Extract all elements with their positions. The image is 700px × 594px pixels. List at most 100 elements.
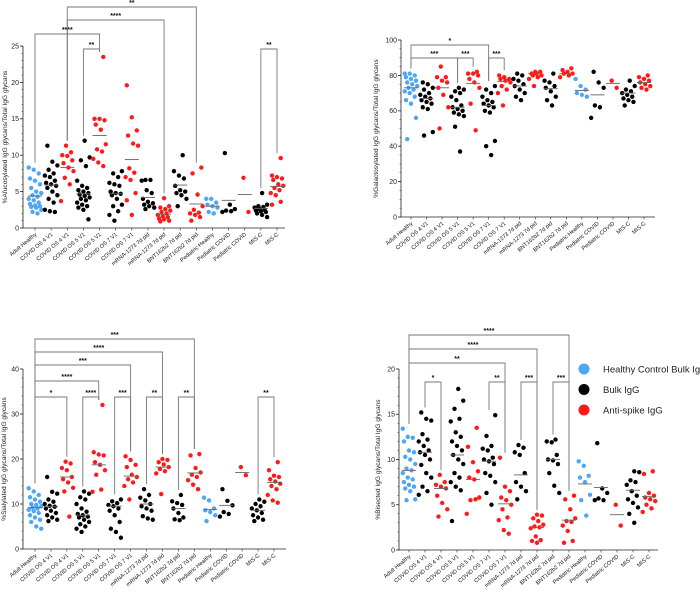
data-point <box>518 97 524 103</box>
data-point <box>204 518 209 524</box>
data-point <box>424 99 429 105</box>
data-point <box>254 211 260 216</box>
group-2 <box>42 474 60 524</box>
data-point <box>454 443 460 449</box>
data-point <box>633 479 638 485</box>
data-point <box>420 80 425 85</box>
data-point <box>116 506 121 511</box>
significance-bracket <box>408 334 570 491</box>
data-point <box>531 83 537 89</box>
data-point <box>568 507 573 512</box>
data-point <box>165 457 170 463</box>
y-tick-label: 100 <box>385 37 397 44</box>
data-point <box>406 448 412 453</box>
data-point <box>58 198 64 204</box>
data-point <box>493 412 498 418</box>
data-point <box>96 452 101 457</box>
data-point <box>437 126 442 131</box>
data-point <box>628 89 634 94</box>
data-point <box>648 83 653 89</box>
significance-label: *** <box>79 358 87 365</box>
data-point <box>132 170 137 175</box>
data-point <box>133 190 138 196</box>
data-point <box>86 491 92 496</box>
data-point <box>583 87 588 92</box>
data-point <box>209 196 214 202</box>
data-point <box>565 528 570 534</box>
group-10 <box>542 71 558 108</box>
data-point <box>76 515 82 520</box>
data-point <box>81 189 86 194</box>
data-point <box>29 501 34 507</box>
data-point <box>401 479 407 485</box>
group-8 <box>512 442 529 502</box>
data-point <box>195 486 201 492</box>
data-point <box>141 202 147 207</box>
data-point <box>452 124 458 129</box>
data-point <box>513 94 519 99</box>
data-point <box>179 193 184 198</box>
data-point <box>68 461 73 466</box>
data-point <box>495 90 501 96</box>
data-point <box>130 141 136 146</box>
data-point <box>538 537 543 543</box>
data-point <box>49 515 55 520</box>
data-point <box>405 475 410 480</box>
chart-panel-2: 0 20 40 60 80 100 %Galactosylated IgG glycans/… <box>373 37 655 256</box>
data-point <box>161 462 166 467</box>
data-point <box>448 479 453 485</box>
y-tick-label: 5 <box>391 502 395 509</box>
data-point <box>458 434 463 440</box>
y-tick-label: 0 <box>15 225 19 232</box>
data-point <box>631 99 636 105</box>
data-point <box>404 466 409 471</box>
data-point <box>474 425 479 431</box>
data-point <box>403 486 408 491</box>
data-point <box>451 110 457 115</box>
significance-label: ** <box>454 356 460 363</box>
group-9 <box>526 69 544 89</box>
data-point <box>502 484 508 489</box>
data-point <box>139 178 144 183</box>
data-point <box>427 457 433 462</box>
data-point <box>37 203 43 209</box>
significance-bracket <box>34 396 68 484</box>
group-7 <box>495 73 513 108</box>
group-1 <box>402 71 420 142</box>
data-point <box>26 196 31 202</box>
significance-label: ** <box>89 42 95 49</box>
data-point <box>174 500 180 506</box>
data-point <box>492 83 498 89</box>
data-point <box>178 492 184 498</box>
group-8 <box>139 177 157 212</box>
data-point <box>544 439 549 444</box>
group-7 <box>496 455 514 536</box>
data-point <box>64 468 70 473</box>
data-point <box>37 499 43 504</box>
data-point <box>259 510 265 516</box>
data-point <box>456 112 462 117</box>
data-point <box>31 509 36 514</box>
data-point <box>63 459 68 464</box>
group-10 <box>544 437 562 496</box>
chart-panel-3: 0 10 20 30 40 %Sialylated IgG glycans/Total I… <box>1 332 286 588</box>
data-point <box>517 87 522 92</box>
data-point <box>535 74 540 80</box>
group-11 <box>185 451 203 492</box>
data-point <box>83 497 88 502</box>
data-point <box>651 493 657 498</box>
data-point <box>578 83 583 89</box>
group-5 <box>91 54 108 169</box>
data-point <box>148 177 153 183</box>
data-point <box>436 514 441 519</box>
data-point <box>279 176 285 181</box>
data-point <box>39 526 44 531</box>
data-point <box>179 502 185 508</box>
data-point <box>139 504 144 509</box>
data-point <box>412 94 417 99</box>
data-point <box>50 159 55 164</box>
data-point <box>490 99 495 105</box>
data-point <box>584 94 590 99</box>
data-point <box>411 87 416 92</box>
group-15 <box>252 190 270 220</box>
